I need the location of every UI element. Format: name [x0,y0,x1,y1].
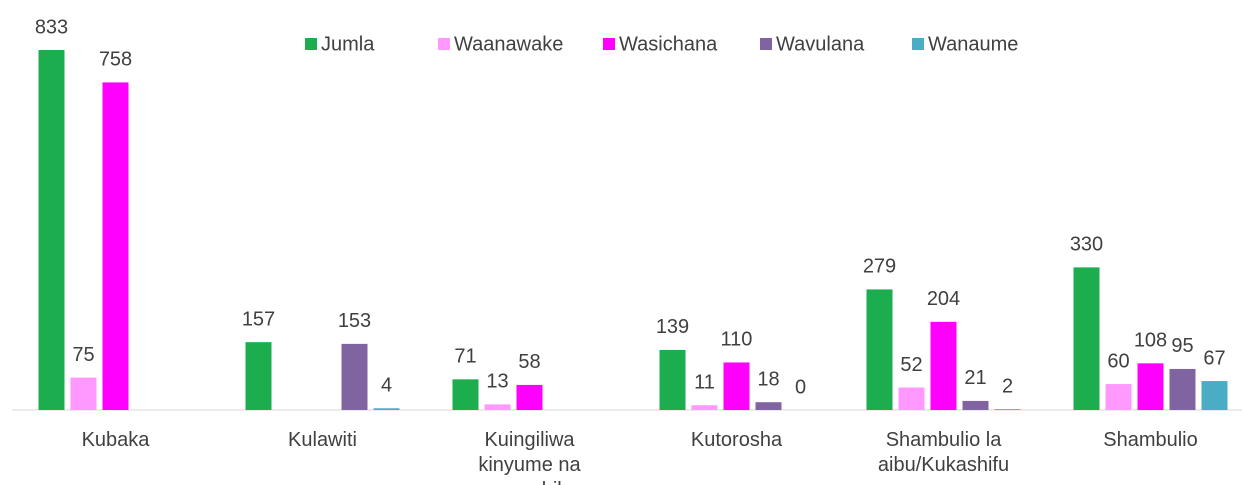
data-label: 58 [518,351,540,373]
bar [659,349,686,410]
bar [452,379,479,410]
data-label: 279 [863,256,896,278]
data-label: 204 [927,288,960,310]
bar [866,289,893,410]
x-tick-label: Shambulio [1103,429,1198,451]
data-label: 157 [242,308,275,330]
data-label: 833 [35,16,68,38]
data-label: 67 [1203,347,1225,369]
data-label: 11 [694,372,715,394]
bar [1169,368,1196,410]
data-label: 71 [454,346,476,368]
bar [930,321,957,410]
data-label: 110 [721,329,753,351]
data-label: 4 [381,375,392,397]
data-label: 75 [72,344,94,366]
x-tick-label: Shambulio la aibu/Kukashifu [877,429,1010,476]
data-label: 139 [656,316,689,338]
bar [898,387,925,410]
legend-label: Wasichana [619,33,718,55]
legend-swatch [603,38,615,50]
data-label: 108 [1134,330,1167,352]
bar [994,409,1021,410]
legend-label: Waanawake [454,33,563,55]
bar [755,402,782,410]
data-label: 758 [99,49,132,71]
data-label: 153 [338,310,371,332]
data-label: 95 [1171,335,1193,357]
bar [373,408,400,410]
data-label: 18 [757,369,779,391]
bar [484,404,511,410]
bar [1105,384,1132,410]
legend-label: Jumla [321,33,375,55]
bar [1201,381,1228,410]
bar [102,82,129,410]
legend-swatch [912,38,924,50]
data-label: 52 [900,354,922,376]
bar [341,343,368,410]
bar [1073,267,1100,410]
bar [70,377,97,410]
x-tick-label: Kuingiliwa kinyume na maumbile [478,429,581,485]
bar [516,384,543,410]
bar [691,405,718,410]
bar [1137,363,1164,410]
bar [245,342,272,410]
bar [962,400,989,410]
data-label: 2 [1002,375,1013,397]
data-label: 21 [964,367,986,389]
legend-swatch [305,38,317,50]
x-tick-label: Kulawiti [288,429,357,451]
data-label: 13 [486,371,508,393]
x-tick-label: Kubaka [81,429,150,451]
legend-label: Wanaume [928,33,1018,55]
bar [38,50,65,410]
legend-swatch [760,38,772,50]
x-tick-label: Kutorosha [690,429,783,451]
legend-swatch [438,38,450,50]
bar [723,362,750,410]
data-label: 330 [1070,234,1103,256]
data-label: 0 [795,376,806,398]
legend-label: Wavulana [776,33,865,55]
data-label: 60 [1107,350,1129,372]
